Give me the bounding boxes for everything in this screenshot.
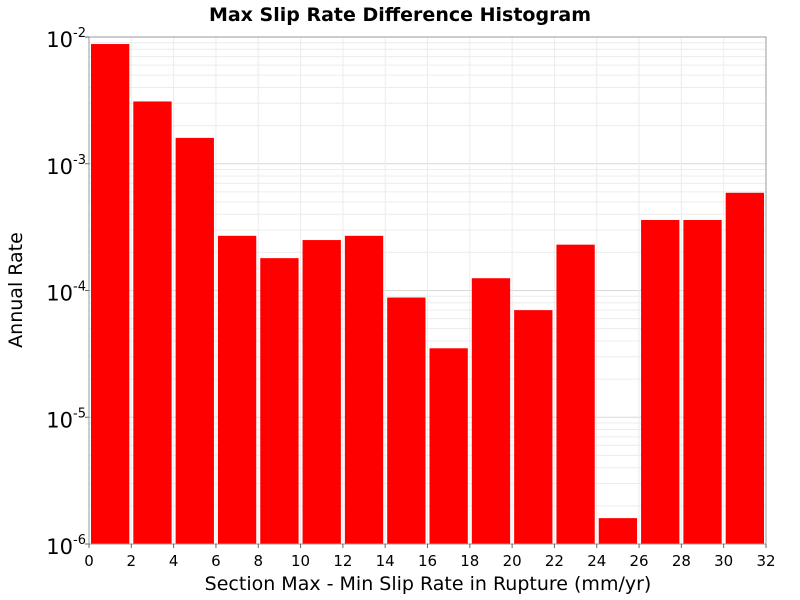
x-tick-label: 22 (545, 552, 564, 570)
x-tick-label: 16 (418, 552, 437, 570)
histogram-bar (556, 244, 595, 544)
chart-title: Max Slip Rate Difference Histogram (209, 4, 591, 26)
x-tick-label: 24 (587, 552, 606, 570)
y-axis-label: Annual Rate (5, 232, 27, 348)
bars (91, 44, 764, 545)
x-tick-label: 30 (714, 552, 733, 570)
histogram-bar (344, 235, 384, 544)
y-tick-label: 10-5 (46, 406, 86, 432)
x-tick-label: 6 (211, 552, 221, 570)
histogram-bar (387, 297, 426, 544)
histogram-bar (641, 219, 680, 545)
histogram-bar (260, 258, 299, 544)
y-tick-label: 10-6 (46, 533, 86, 559)
histogram-bar (598, 518, 638, 544)
y-tick-label: 10-4 (46, 280, 86, 306)
histogram-bar (217, 235, 257, 544)
histogram-bar (471, 278, 511, 544)
histogram-bar (429, 348, 468, 544)
x-tick-label: 12 (333, 552, 352, 570)
histogram-bar (683, 219, 722, 545)
x-tick-label: 32 (756, 552, 775, 570)
x-axis-label: Section Max - Min Slip Rate in Rupture (… (205, 573, 652, 595)
x-tick-label: 14 (376, 552, 395, 570)
x-tick-label: 4 (169, 552, 179, 570)
histogram-bar (302, 240, 341, 545)
y-axis: 10-2 10-3 10-4 10-5 10-6 (46, 26, 89, 559)
x-tick-label: 8 (253, 552, 263, 570)
histogram-bar (91, 44, 130, 545)
histogram-bar (725, 192, 764, 545)
histogram-bar (133, 101, 172, 544)
y-tick-label: 10-3 (46, 153, 86, 179)
x-tick-label: 18 (460, 552, 479, 570)
x-tick-label: 2 (127, 552, 137, 570)
x-tick-label: 10 (291, 552, 310, 570)
x-tick-label: 28 (672, 552, 691, 570)
x-axis: 0 2 4 6 8 10 12 14 16 18 20 22 24 26 28 30 32 (84, 544, 776, 570)
y-tick-label: 10-2 (46, 26, 86, 52)
histogram-bar (175, 137, 214, 544)
x-tick-label: 26 (630, 552, 649, 570)
x-tick-label: 20 (503, 552, 522, 570)
histogram-bar (514, 310, 553, 544)
x-tick-label: 0 (84, 552, 94, 570)
